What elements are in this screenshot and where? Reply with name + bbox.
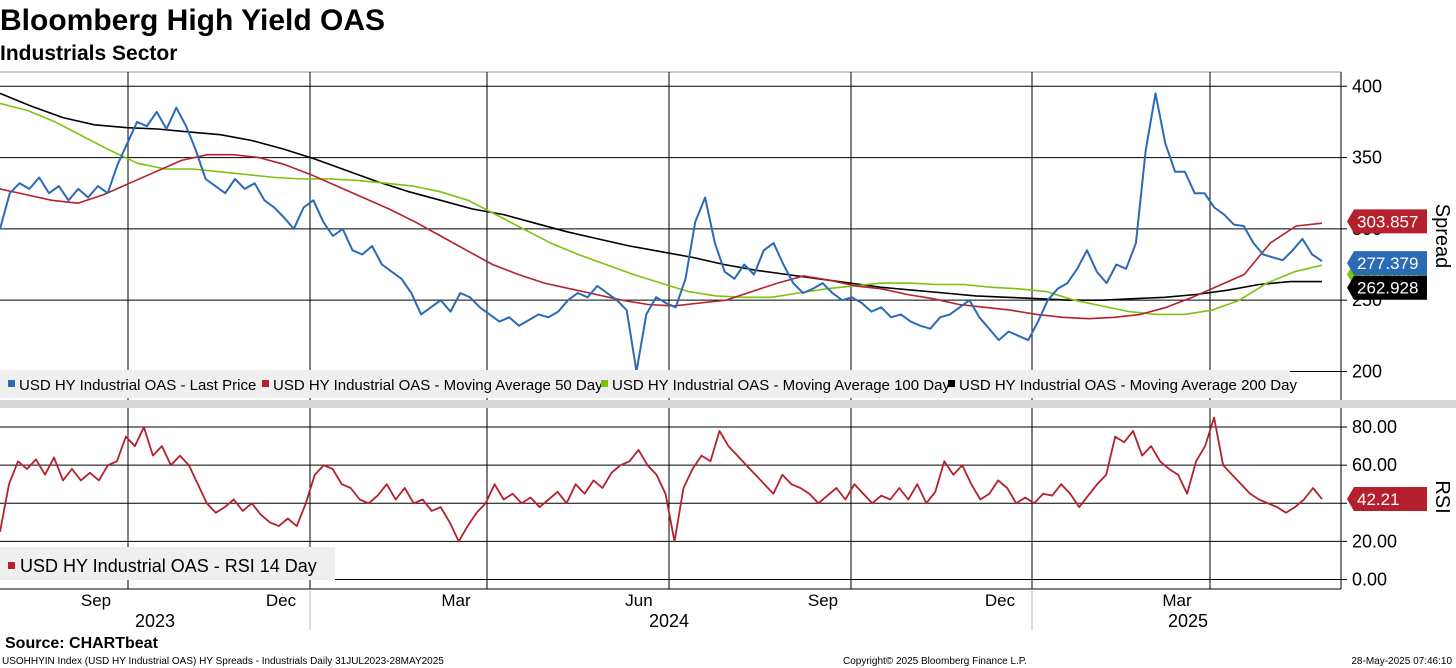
ma200-label-tag bbox=[1347, 275, 1427, 300]
legend-label-3: USD HY Industrial OAS - Moving Average 2… bbox=[959, 377, 1297, 394]
chart-subtitle: Industrials Sector bbox=[0, 42, 177, 65]
upper-series-line-2 bbox=[0, 102, 1323, 316]
ma50-label-value: 303.857 bbox=[1357, 212, 1418, 231]
upper-tick-label: 350 bbox=[1352, 148, 1382, 168]
lower-tick-label: 20.00 bbox=[1352, 531, 1397, 551]
upper-grid bbox=[0, 85, 1341, 372]
legend-label-2: USD HY Industrial OAS - Moving Average 1… bbox=[612, 377, 950, 394]
x-axis: Sep Dec Mar Jun Sep Dec Mar 2023 2024 2025 bbox=[81, 591, 1208, 631]
lower-tick-label: 60.00 bbox=[1352, 455, 1397, 475]
lower-tick-label: 0.00 bbox=[1352, 569, 1387, 589]
lower-y-axis-label: RSI bbox=[1431, 480, 1453, 513]
x-year-label: 2023 bbox=[135, 611, 175, 631]
legend-label-0: USD HY Industrial OAS - Last Price bbox=[19, 377, 256, 394]
vertical-grid bbox=[127, 72, 1211, 630]
upper-series-group bbox=[0, 92, 1323, 373]
upper-series-line-3 bbox=[0, 92, 1322, 302]
upper-legend-box bbox=[0, 370, 1290, 398]
rsi-label-value: 42.21 bbox=[1357, 490, 1400, 509]
upper-tick-label: 400 bbox=[1352, 76, 1382, 96]
x-month-label: Sep bbox=[81, 591, 111, 610]
legend-swatch-2 bbox=[601, 380, 608, 387]
panel-divider bbox=[0, 400, 1456, 408]
lower-series-group bbox=[0, 416, 1323, 543]
x-month-label: Dec bbox=[266, 591, 297, 610]
footer-left: USOHHYIN Index (USD HY Industrial OAS) H… bbox=[2, 656, 444, 667]
x-month-label: Mar bbox=[1162, 591, 1192, 610]
upper-tick-label: 200 bbox=[1352, 361, 1382, 381]
footer-right: 28-May-2025 07:46:10 bbox=[1351, 656, 1452, 667]
x-month-label: Jun bbox=[625, 591, 652, 610]
rsi-series-line bbox=[0, 416, 1323, 543]
last-price-label-tag bbox=[1347, 251, 1427, 276]
legend-label-1: USD HY Industrial OAS - Moving Average 5… bbox=[273, 377, 603, 394]
last-price-label-value: 277.379 bbox=[1357, 254, 1418, 273]
x-month-label: Dec bbox=[985, 591, 1016, 610]
source-note: Source: CHARTbeat bbox=[5, 635, 159, 652]
lower-tick-label: 80.00 bbox=[1352, 417, 1397, 437]
x-year-label: 2025 bbox=[1168, 611, 1208, 631]
chart-title: Bloomberg High Yield OAS bbox=[0, 4, 385, 37]
footer-center: Copyright© 2025 Bloomberg Finance L.P. bbox=[843, 656, 1027, 667]
lower-legend-box bbox=[0, 547, 335, 580]
legend-swatch-3 bbox=[948, 380, 955, 387]
upper-series-line-1 bbox=[0, 153, 1323, 320]
rsi-legend-label: USD HY Industrial OAS - RSI 14 Day bbox=[20, 556, 317, 576]
x-year-label: 2024 bbox=[649, 611, 689, 631]
x-month-label: Sep bbox=[808, 591, 838, 610]
legend-swatch-0 bbox=[8, 380, 15, 387]
upper-y-axis-label: Spread bbox=[1431, 204, 1453, 269]
x-month-label: Mar bbox=[441, 591, 471, 610]
ma50-label-tag bbox=[1347, 209, 1427, 234]
legend-swatch-1 bbox=[262, 380, 269, 387]
ma200-label-value: 262.928 bbox=[1357, 279, 1418, 298]
upper-series-line-0 bbox=[0, 92, 1323, 373]
rsi-label-tag bbox=[1347, 487, 1427, 512]
upper-legend: USD HY Industrial OAS - Last Price USD HY… bbox=[8, 377, 1297, 394]
lower-legend: USD HY Industrial OAS - RSI 14 Day bbox=[8, 556, 317, 576]
rsi-legend-swatch bbox=[8, 562, 15, 569]
